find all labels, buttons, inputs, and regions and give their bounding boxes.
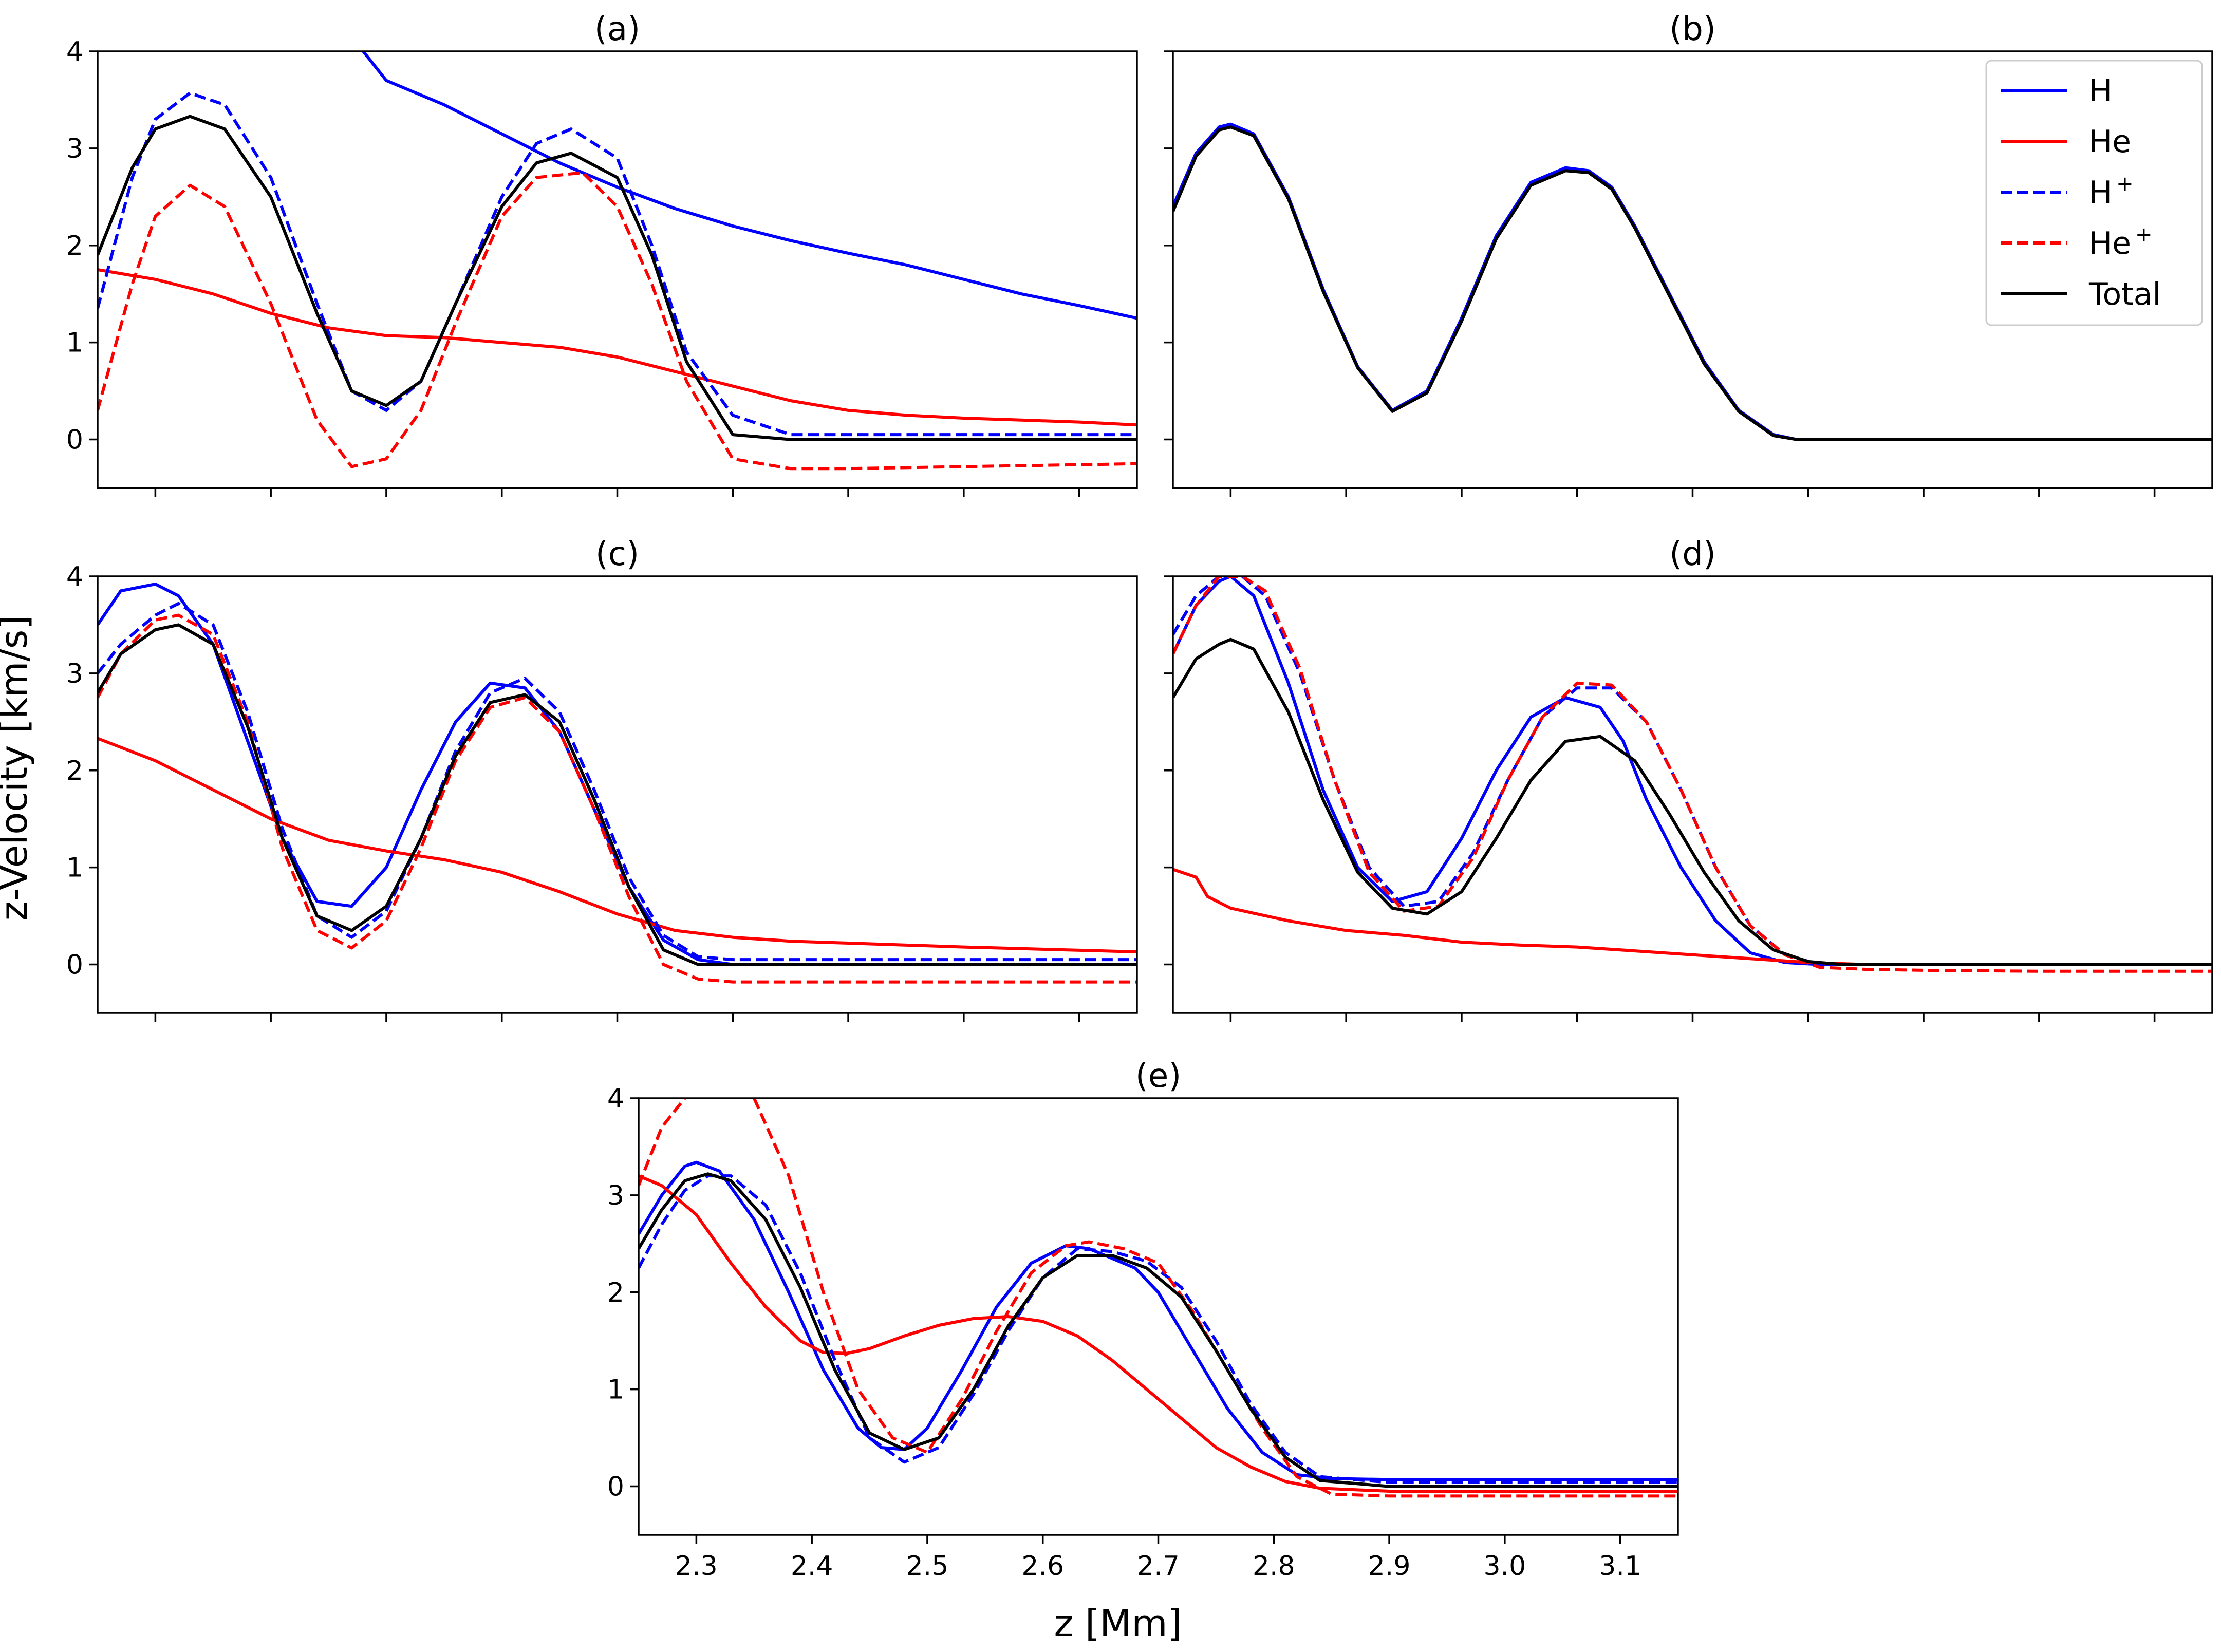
series-h-plus-e bbox=[639, 1174, 1678, 1484]
series-total-a bbox=[98, 115, 1137, 441]
x-tick-label: 2.8 bbox=[1253, 1551, 1295, 1582]
y-tick-label: 1 bbox=[66, 853, 83, 884]
series-h-c bbox=[98, 583, 1137, 966]
legend-label-base: H bbox=[2089, 73, 2112, 109]
y-tick-label: 0 bbox=[607, 1472, 624, 1503]
series-h-plus-d bbox=[1173, 576, 2212, 966]
y-tick-label: 3 bbox=[66, 659, 83, 689]
x-tick-label: 2.6 bbox=[1021, 1551, 1064, 1582]
series-h-e bbox=[639, 1160, 1678, 1481]
series-total-e bbox=[639, 1172, 1678, 1488]
series-h-d bbox=[1173, 576, 2212, 966]
y-tick-label: 1 bbox=[66, 328, 83, 359]
y-tick-label: 0 bbox=[66, 950, 83, 981]
panel-a: (a) 0 1 2 3 4 bbox=[66, 10, 1138, 497]
legend-label: Total bbox=[2088, 276, 2161, 312]
series-he-plus-d bbox=[1173, 576, 2212, 973]
legend-label-base: He bbox=[2089, 124, 2131, 160]
panel-title-c: (c) bbox=[595, 535, 639, 573]
series-he-plus-c bbox=[98, 613, 1137, 984]
x-tick-label: 2.7 bbox=[1137, 1551, 1180, 1582]
series-group-a bbox=[98, 51, 1137, 471]
legend-label-base: H bbox=[2089, 175, 2112, 211]
panel-b: (b) bbox=[1164, 10, 2213, 497]
series-h-plus-c bbox=[98, 602, 1137, 962]
panel-title-a: (a) bbox=[594, 10, 640, 48]
x-tick-label: 2.3 bbox=[675, 1551, 718, 1582]
y-tick-label: 3 bbox=[607, 1180, 624, 1211]
y-tick-label: 4 bbox=[607, 1083, 624, 1114]
axes-frame-e bbox=[638, 1097, 1679, 1536]
legend-label: H bbox=[2089, 73, 2112, 109]
series-h-plus-a bbox=[98, 91, 1137, 437]
series-he-a bbox=[98, 268, 1137, 427]
series-group-b bbox=[1173, 122, 2212, 441]
y-tick-label: 1 bbox=[607, 1375, 624, 1405]
panel-e: (e) 2.3 2.4 2.5 2.6 2.7 2.8 2.9 3.0 3.1 0 1 2 3 4 bbox=[607, 1057, 1679, 1582]
legend-label-base: Total bbox=[2088, 276, 2161, 312]
x-tick-label: 3.1 bbox=[1599, 1551, 1641, 1582]
series-total-c bbox=[98, 623, 1137, 966]
panel-d: (d) bbox=[1164, 535, 2213, 1022]
legend-label: He bbox=[2089, 124, 2131, 160]
y-tick-label: 2 bbox=[66, 231, 83, 261]
y-tick-label: 4 bbox=[66, 36, 83, 67]
panel-title-e: (e) bbox=[1135, 1057, 1181, 1095]
legend-label: H + bbox=[2089, 172, 2134, 211]
y-axis-label: z-Velocity [km/s] bbox=[0, 615, 35, 921]
panel-c: (c) 0 1 2 3 4 bbox=[66, 535, 1138, 1022]
series-he-plus-a bbox=[98, 171, 1137, 471]
x-axis-label: z [Mm] bbox=[1054, 1602, 1182, 1645]
axes-frame-a bbox=[97, 50, 1138, 489]
panel-title-b: (b) bbox=[1669, 10, 1716, 48]
series-he-c bbox=[98, 737, 1137, 953]
y-tick-label: 2 bbox=[607, 1278, 624, 1308]
series-group-c bbox=[98, 583, 1137, 984]
legend-label-base: He bbox=[2089, 226, 2131, 261]
x-tick-label: 2.9 bbox=[1368, 1551, 1411, 1582]
x-tick-label: 2.5 bbox=[906, 1551, 949, 1582]
series-h-a bbox=[362, 51, 1137, 320]
y-tick-label: 3 bbox=[66, 134, 83, 164]
series-group-e bbox=[639, 1098, 1678, 1498]
panel-title-d: (d) bbox=[1669, 535, 1716, 573]
x-tick-label: 2.4 bbox=[791, 1551, 833, 1582]
series-total-d bbox=[1173, 637, 2212, 966]
axes-frame-d bbox=[1172, 575, 2213, 1014]
legend-label-superscript: + bbox=[2116, 172, 2134, 196]
y-tick-label: 0 bbox=[66, 425, 83, 456]
series-total-b bbox=[1173, 125, 2212, 441]
legend-label: He + bbox=[2089, 223, 2153, 261]
legend-box bbox=[1985, 60, 2203, 326]
x-tick-label: 3.0 bbox=[1483, 1551, 1526, 1582]
series-group-d bbox=[1173, 576, 2212, 973]
series-he-e bbox=[639, 1174, 1678, 1493]
series-he-plus-e bbox=[639, 1098, 1678, 1498]
y-tick-label: 4 bbox=[66, 561, 83, 592]
y-tick-label: 2 bbox=[66, 756, 83, 786]
legend-label-superscript: + bbox=[2135, 223, 2153, 247]
